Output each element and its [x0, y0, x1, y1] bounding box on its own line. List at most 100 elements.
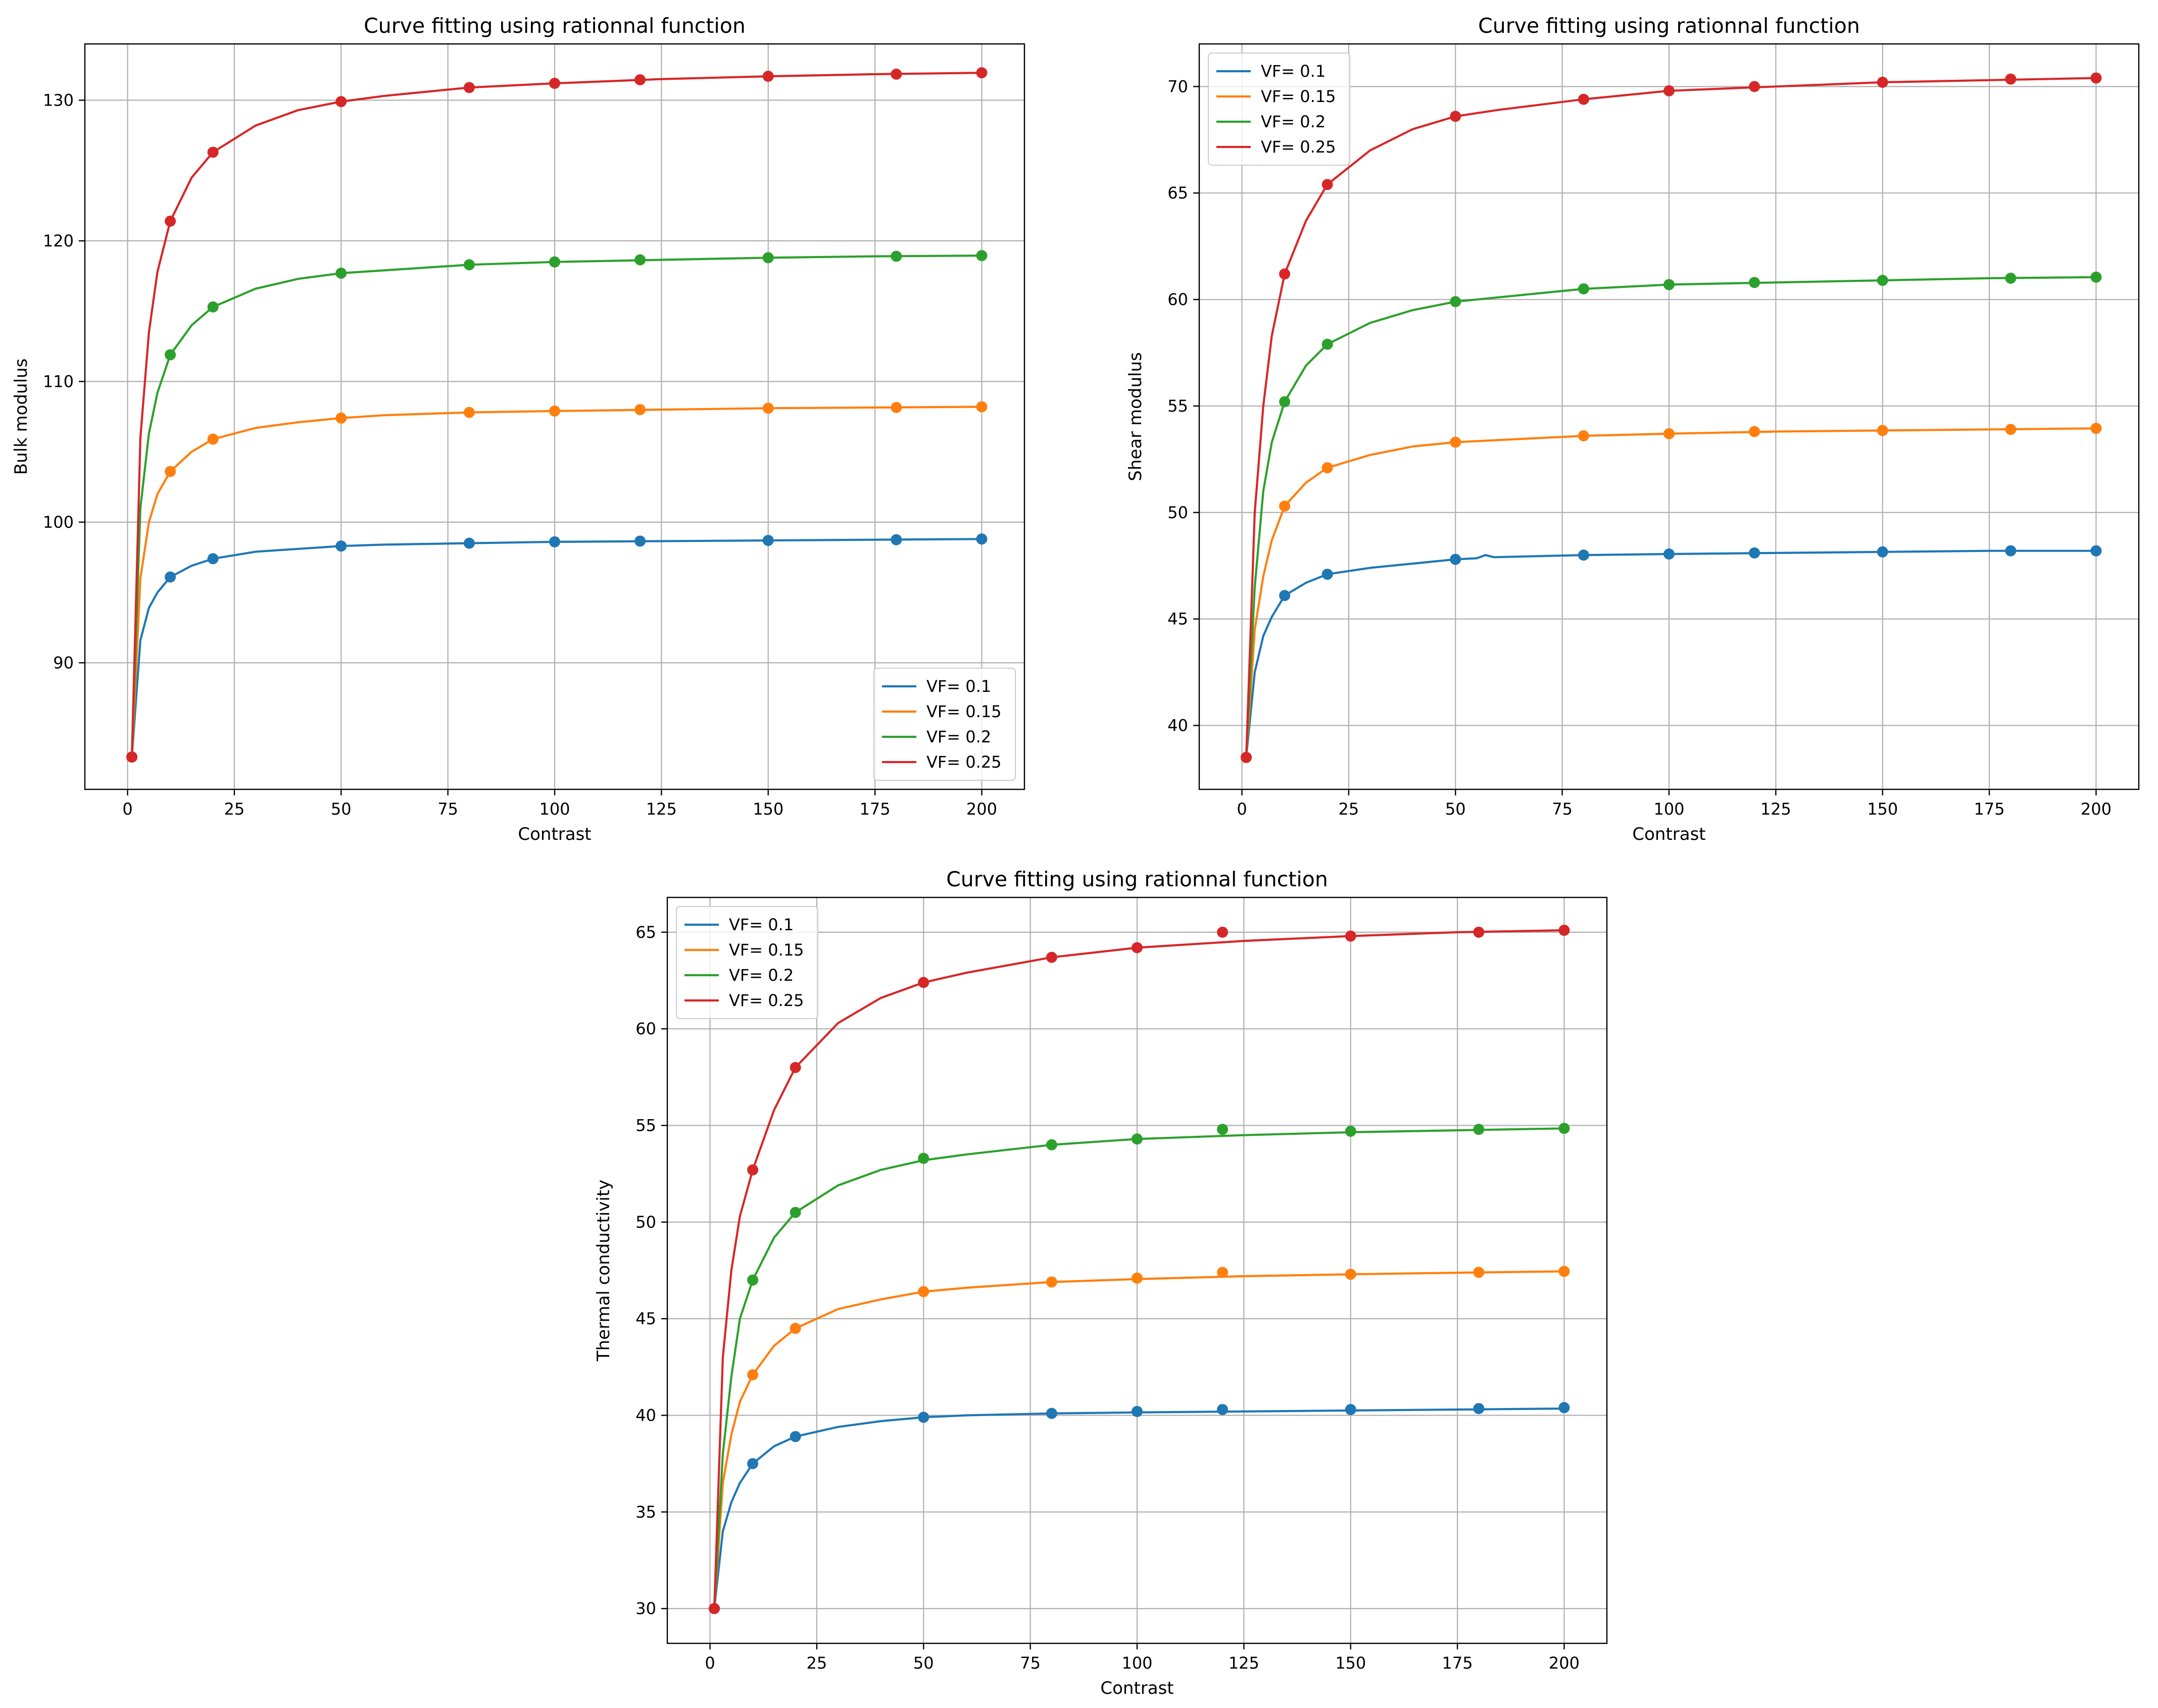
- data-point: [891, 250, 902, 262]
- data-point: [1046, 1139, 1057, 1150]
- series-line-2: [713, 1270, 1565, 1610]
- legend-entry: VF= 0.15: [1261, 87, 1336, 106]
- x-tick-label: 200: [1549, 1653, 1580, 1673]
- data-point: [549, 256, 560, 268]
- data-point: [1132, 942, 1143, 953]
- data-point: [1132, 1272, 1143, 1284]
- data-point: [463, 82, 475, 93]
- legend-box: [873, 668, 1016, 781]
- data-point: [891, 401, 902, 413]
- data-point: [918, 977, 929, 988]
- data-point: [1578, 549, 1589, 561]
- data-point: [918, 1412, 929, 1423]
- x-tick-label: 0: [122, 799, 132, 819]
- x-tick-label: 200: [2081, 799, 2112, 819]
- data-point: [1450, 554, 1461, 565]
- data-point: [1321, 462, 1333, 474]
- y-tick-label: 35: [635, 1502, 656, 1522]
- data-point: [207, 433, 219, 445]
- series-line-3: [130, 255, 983, 759]
- data-point: [790, 1062, 801, 1073]
- data-point: [165, 571, 176, 583]
- data-point: [747, 1369, 759, 1381]
- x-tick-label: 150: [1335, 1653, 1366, 1673]
- data-point: [1558, 1123, 1570, 1134]
- series-line-4: [1245, 77, 2097, 759]
- legend-entry: VF= 0.25: [729, 991, 804, 1010]
- y-axis-label: Bulk modulus: [11, 359, 31, 475]
- data-point: [790, 1323, 801, 1334]
- x-tick-label: 125: [646, 799, 677, 819]
- data-point: [1046, 1276, 1057, 1288]
- data-point: [1749, 277, 1760, 288]
- x-tick-label: 75: [1020, 1653, 1041, 1673]
- data-point: [976, 67, 988, 79]
- y-tick-label: 65: [635, 923, 656, 942]
- data-point: [2005, 424, 2017, 435]
- data-point: [1877, 275, 1888, 286]
- data-point: [1345, 930, 1356, 942]
- series-line-4: [130, 72, 983, 759]
- series-line-4: [713, 929, 1565, 1610]
- data-point: [891, 534, 902, 545]
- legend-entry: VF= 0.2: [729, 966, 794, 985]
- x-tick-label: 50: [1445, 799, 1466, 819]
- x-tick-label: 100: [1121, 1653, 1152, 1673]
- data-point: [549, 405, 560, 417]
- y-tick-label: 60: [1167, 290, 1188, 309]
- data-point: [126, 751, 137, 763]
- data-point: [1132, 1405, 1143, 1417]
- y-axis-label: Shear modulus: [1125, 352, 1146, 481]
- series-line-2: [130, 406, 983, 759]
- data-point: [165, 349, 176, 361]
- y-tick-label: 65: [1167, 183, 1188, 203]
- data-point: [634, 254, 646, 266]
- data-point: [463, 537, 475, 549]
- bulk-modulus-chart: 0 25 50 75 100 125 150 175 200 90 100 110 120 130 Curv…: [11, 14, 1025, 844]
- data-point: [1279, 590, 1291, 601]
- x-tick-label: 0: [705, 1653, 715, 1673]
- x-tick-label: 75: [437, 799, 458, 819]
- y-tick-label: 55: [1167, 396, 1188, 416]
- data-point: [1217, 1404, 1229, 1416]
- x-tick-label: 175: [1974, 799, 2005, 819]
- x-axis-label: Contrast: [1100, 1678, 1173, 1698]
- data-point: [634, 74, 646, 86]
- data-point: [1279, 500, 1291, 512]
- data-point: [1321, 338, 1333, 350]
- x-tick-label: 150: [753, 799, 783, 819]
- data-point: [1578, 430, 1589, 441]
- data-point: [1217, 926, 1229, 938]
- data-point: [463, 407, 475, 418]
- data-point: [1132, 1133, 1143, 1145]
- x-tick-label: 25: [1339, 799, 1359, 819]
- data-point: [762, 71, 774, 82]
- x-tick-label: 125: [1760, 799, 1791, 819]
- data-point: [976, 401, 988, 413]
- data-point: [790, 1207, 801, 1218]
- y-tick-label: 60: [635, 1019, 656, 1038]
- series-line-3: [713, 1127, 1565, 1610]
- data-point: [976, 533, 988, 545]
- data-point: [918, 1152, 929, 1164]
- x-tick-label: 175: [1442, 1653, 1473, 1673]
- x-tick-label: 0: [1237, 799, 1247, 819]
- x-tick-label: 200: [966, 799, 997, 819]
- y-tick-label: 110: [43, 372, 74, 391]
- data-point: [790, 1431, 801, 1442]
- data-point: [549, 536, 560, 547]
- data-point: [747, 1458, 759, 1470]
- data-point: [165, 466, 176, 477]
- x-tick-label: 25: [224, 799, 245, 819]
- data-point: [335, 412, 347, 424]
- data-point: [1345, 1269, 1356, 1280]
- data-point: [1877, 76, 1888, 88]
- data-point: [634, 404, 646, 416]
- data-point: [335, 267, 347, 279]
- data-point: [1345, 1125, 1356, 1137]
- y-tick-label: 100: [43, 513, 74, 532]
- data-point: [1046, 951, 1057, 963]
- y-tick-label: 130: [43, 90, 74, 110]
- y-tick-label: 50: [635, 1213, 656, 1232]
- y-tick-label: 45: [1167, 610, 1188, 629]
